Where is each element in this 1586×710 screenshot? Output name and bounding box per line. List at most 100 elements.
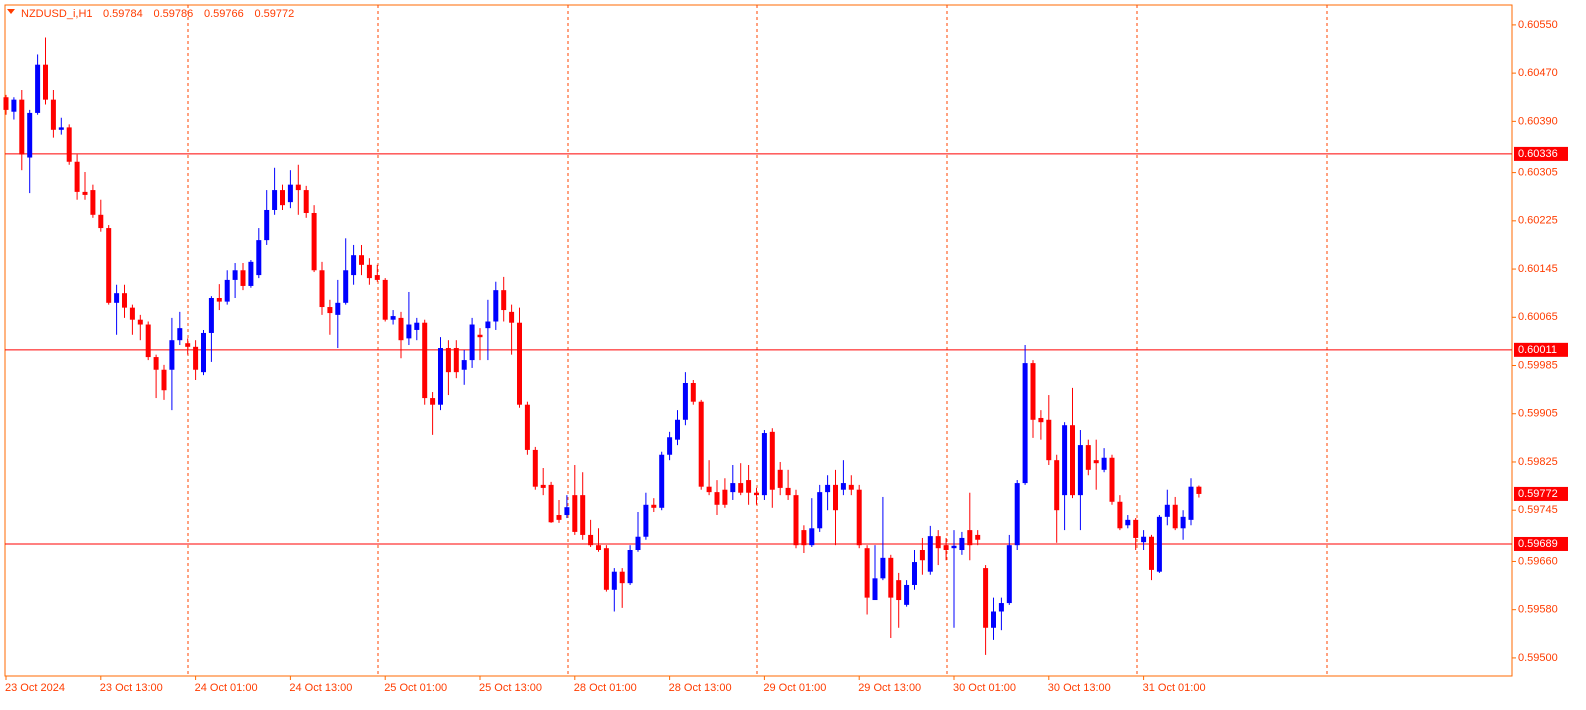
candle-body: [406, 324, 412, 339]
candle-body: [706, 486, 712, 493]
candle-body: [635, 536, 641, 550]
candle-body: [1149, 536, 1154, 570]
candle-body: [991, 611, 996, 628]
period-separators: [187, 5, 1328, 676]
level-label-box: [1514, 146, 1568, 161]
candle-body: [912, 562, 917, 585]
candle-body: [201, 332, 206, 373]
candle-body: [303, 190, 309, 213]
candle-body: [935, 536, 941, 549]
candle-body: [1188, 486, 1194, 520]
level-label: 0.60011: [1518, 344, 1557, 356]
y-tick-label: 0.60390: [1518, 115, 1558, 127]
header-ohlc-value: 0.59786: [154, 8, 194, 20]
candle-body: [1101, 457, 1107, 470]
candle-body: [1093, 460, 1099, 464]
y-tick-label: 0.60145: [1518, 263, 1558, 275]
y-tick-label: 0.59745: [1518, 504, 1558, 516]
candle-body: [1164, 504, 1170, 517]
candle-body: [603, 548, 609, 590]
candle-body: [919, 549, 925, 561]
candle-body: [106, 228, 112, 303]
candle-body: [975, 534, 981, 540]
y-tick-label: 0.59660: [1518, 555, 1558, 567]
candle-body: [1030, 363, 1036, 420]
candle-body: [90, 190, 96, 215]
x-tick-label: 24 Oct 01:00: [195, 682, 258, 694]
x-tick-label: 29 Oct 01:00: [763, 682, 826, 694]
candle-body: [161, 369, 167, 391]
candle-body: [548, 484, 554, 523]
candle-body: [714, 492, 720, 505]
candle-body: [754, 492, 759, 496]
candle-body: [216, 297, 222, 302]
header-ohlc-value: 0.59772: [255, 8, 295, 20]
candle-body: [98, 214, 104, 229]
candle-body: [572, 495, 578, 532]
x-tick-label: 28 Oct 13:00: [669, 682, 732, 694]
y-tick-label: 0.60065: [1518, 311, 1558, 323]
candle-body: [1117, 501, 1123, 529]
candle-body: [343, 270, 349, 303]
level-label-box: [1514, 536, 1568, 551]
candle-body: [761, 433, 767, 496]
candle-body: [817, 492, 823, 529]
candle-body: [114, 293, 120, 303]
candle-body: [1133, 519, 1139, 538]
candle-body: [943, 545, 949, 550]
header-ohlc-value: 0.59784: [103, 8, 143, 20]
candle-body: [398, 317, 404, 341]
candle-body: [477, 334, 483, 338]
candle-body: [983, 568, 989, 628]
y-tick-label: 0.59905: [1518, 408, 1558, 420]
candle-body: [1062, 425, 1068, 496]
candle-body: [493, 290, 499, 322]
y-tick-label: 0.60305: [1518, 167, 1558, 179]
candle-body: [746, 480, 752, 493]
candle-body: [588, 534, 594, 546]
x-tick-label: 30 Oct 13:00: [1048, 682, 1111, 694]
candle-body: [524, 404, 530, 450]
candle-body: [651, 504, 657, 508]
x-tick-label: 25 Oct 13:00: [479, 682, 542, 694]
candle-body: [659, 454, 665, 508]
candle-body: [1180, 516, 1186, 529]
candle-body: [177, 328, 183, 341]
candle-body: [453, 348, 459, 373]
candle-body: [256, 240, 262, 276]
candle-body: [690, 383, 696, 402]
candle-body: [738, 483, 744, 493]
candle-body: [82, 191, 88, 195]
y-tick-label: 0.59580: [1518, 604, 1558, 616]
candle-body: [485, 321, 491, 329]
x-tick-label: 23 Oct 2024: [5, 682, 65, 694]
candle-body: [327, 307, 333, 314]
candle-body: [311, 212, 317, 271]
candle-body: [50, 99, 56, 130]
y-tick-label: 0.60225: [1518, 215, 1558, 227]
candle-body: [335, 302, 341, 315]
candle-body: [540, 484, 546, 488]
level-label: 0.59689: [1518, 538, 1558, 550]
y-tick-label: 0.59985: [1518, 359, 1558, 371]
candle-body: [1141, 536, 1147, 543]
header-ohlc-value: 0.59766: [204, 8, 244, 20]
symbol-label: NZDUSD_i,H1: [21, 8, 93, 20]
candle-body: [793, 495, 799, 546]
candle-body: [390, 316, 396, 320]
candle-body: [129, 307, 135, 320]
candle-body: [1077, 445, 1083, 496]
candle-body: [856, 489, 862, 546]
candle-body: [888, 557, 894, 598]
candle-body: [619, 571, 625, 584]
candle-body: [374, 275, 380, 280]
candle-body: [769, 431, 775, 490]
collapse-icon[interactable]: [7, 9, 15, 14]
candle-body: [11, 99, 17, 112]
candle-body: [809, 528, 815, 546]
x-tick-label: 25 Oct 01:00: [384, 682, 447, 694]
candle-body: [501, 290, 507, 311]
candle-body: [224, 279, 230, 302]
